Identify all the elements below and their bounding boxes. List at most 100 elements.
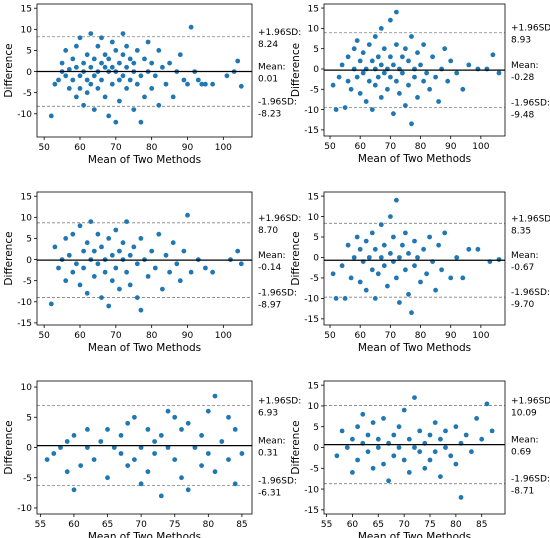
data-point bbox=[51, 451, 57, 456]
y-tick-label: 10 bbox=[21, 383, 33, 393]
data-point bbox=[81, 248, 86, 254]
mean-value: -0.67 bbox=[511, 263, 534, 273]
data-point bbox=[66, 67, 72, 72]
data-point bbox=[454, 255, 460, 260]
data-point bbox=[365, 449, 371, 455]
data-point bbox=[400, 70, 405, 76]
data-point bbox=[334, 453, 340, 459]
data-point bbox=[158, 433, 164, 438]
data-point bbox=[363, 99, 369, 104]
data-point bbox=[152, 73, 158, 79]
data-point bbox=[127, 77, 133, 83]
data-point bbox=[99, 295, 104, 300]
y-tick-label: 0 bbox=[313, 444, 319, 454]
y-tick-label: 10 bbox=[21, 26, 33, 36]
upper-sd-value: 8.24 bbox=[258, 40, 278, 50]
y-tick-label: -5 bbox=[310, 274, 319, 284]
y-tick-label: 10 bbox=[21, 214, 33, 224]
y-tick-label: -10 bbox=[17, 110, 32, 120]
data-point bbox=[138, 445, 144, 450]
data-point bbox=[391, 111, 396, 117]
lower-sd-label: -1.96SD: bbox=[258, 97, 297, 107]
data-point bbox=[64, 439, 70, 444]
data-point bbox=[149, 60, 155, 66]
y-axis-label: Difference bbox=[290, 43, 302, 97]
data-point bbox=[88, 31, 94, 36]
data-point bbox=[388, 54, 393, 60]
y-tick-label: 5 bbox=[26, 413, 32, 423]
data-point bbox=[167, 269, 173, 275]
data-point bbox=[369, 58, 375, 64]
data-point bbox=[496, 70, 502, 76]
data-point bbox=[113, 265, 119, 271]
x-tick-label: 75 bbox=[169, 520, 180, 530]
data-point bbox=[396, 424, 402, 430]
data-point bbox=[138, 73, 144, 79]
data-point bbox=[381, 242, 387, 248]
data-point bbox=[370, 420, 376, 425]
y-tick-label: -10 bbox=[17, 504, 32, 514]
data-point bbox=[388, 17, 393, 23]
y-tick-label: 0 bbox=[313, 65, 319, 75]
lower-sd-label: -1.96SD: bbox=[258, 477, 297, 487]
data-point bbox=[88, 219, 94, 225]
data-point bbox=[363, 238, 369, 244]
data-point bbox=[439, 267, 444, 273]
data-point bbox=[432, 420, 438, 425]
data-point bbox=[172, 414, 178, 420]
data-point bbox=[348, 275, 354, 281]
lower-sd-label: -1.96SD: bbox=[511, 475, 550, 485]
data-point bbox=[63, 236, 69, 241]
data-point bbox=[239, 451, 245, 456]
panel-2: 50 60 70 80 90 100 -15 -10 -5 0 5 10 15 Mean of Two M… bbox=[290, 3, 550, 165]
y-tick-label: -10 bbox=[304, 485, 319, 495]
data-point bbox=[95, 231, 101, 237]
data-point bbox=[84, 90, 90, 96]
data-point bbox=[95, 43, 101, 49]
data-point bbox=[210, 269, 216, 275]
y-tick-label: -10 bbox=[17, 298, 32, 308]
data-point bbox=[372, 34, 378, 39]
data-point bbox=[224, 73, 230, 79]
mean-value: 0.31 bbox=[258, 449, 278, 459]
data-point bbox=[131, 244, 137, 250]
data-point bbox=[381, 416, 386, 421]
data-point bbox=[131, 60, 137, 66]
data-point bbox=[406, 436, 412, 442]
data-point bbox=[448, 453, 454, 459]
data-point bbox=[84, 290, 90, 296]
data-point bbox=[71, 487, 77, 493]
data-point bbox=[160, 64, 165, 70]
data-point bbox=[167, 60, 173, 66]
data-point bbox=[394, 42, 399, 47]
data-point bbox=[391, 432, 397, 438]
data-point bbox=[210, 81, 216, 87]
panel-5: 55 60 65 70 75 80 85 -10 -5 0 5 10 Mean of Two Metho… bbox=[3, 380, 301, 538]
data-point bbox=[88, 81, 94, 87]
x-tick-label: 85 bbox=[236, 520, 247, 530]
x-axis-label: Mean of Two Methods bbox=[358, 531, 471, 538]
data-point bbox=[453, 461, 459, 467]
data-point bbox=[427, 86, 432, 92]
data-point bbox=[70, 77, 76, 83]
panel-4: 50 60 70 80 90 100 -15 -10 -5 0 5 10 15 Mean of Two M… bbox=[290, 191, 550, 354]
data-point bbox=[105, 475, 110, 481]
data-point bbox=[203, 81, 208, 87]
data-point bbox=[391, 234, 396, 240]
data-point bbox=[448, 58, 454, 64]
data-point bbox=[163, 252, 169, 258]
data-point bbox=[145, 274, 151, 279]
data-point bbox=[418, 279, 423, 285]
data-point bbox=[74, 261, 79, 267]
mean-value: 0.69 bbox=[511, 448, 531, 458]
data-point bbox=[71, 433, 77, 438]
data-point bbox=[409, 34, 414, 39]
x-tick-label: 50 bbox=[324, 142, 336, 152]
data-point bbox=[91, 56, 97, 62]
data-point bbox=[84, 52, 90, 58]
x-tick-label: 65 bbox=[102, 520, 113, 530]
upper-sd-label: +1.96SD: bbox=[258, 397, 301, 407]
y-tick-label: 15 bbox=[21, 192, 32, 202]
data-point bbox=[443, 428, 448, 434]
mean-label: Mean: bbox=[511, 61, 539, 71]
